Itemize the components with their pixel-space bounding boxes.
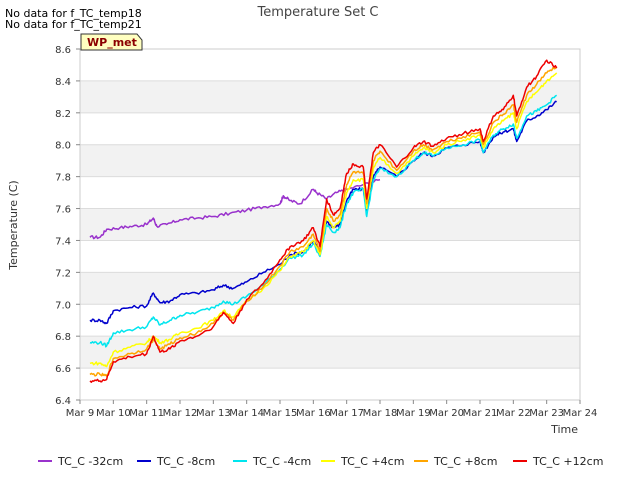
grid-band (80, 80, 580, 113)
chart-title: Temperature Set C (256, 5, 378, 20)
x-tick-label: Mar 10 (96, 408, 131, 419)
x-tick-label: Mar 24 (563, 408, 598, 419)
series-line-4 (89, 72, 558, 368)
x-tick-label: Mar 11 (129, 408, 164, 419)
plot-frame (79, 48, 581, 401)
x-axis-label: Time (550, 423, 578, 436)
legend-label: TC_C -8cm (156, 455, 215, 468)
y-tick-label: 8.0 (55, 141, 71, 152)
x-tick-label: Mar 12 (163, 408, 198, 419)
grid-band (80, 144, 580, 177)
series-line-1 (89, 178, 381, 240)
no-data-note-1: No data for f_TC_temp18 (5, 7, 142, 20)
series-line-5 (89, 66, 558, 377)
x-tick-label: Mar 15 (263, 408, 298, 419)
series-line-2 (89, 100, 557, 325)
x-tick-label: Mar 22 (496, 408, 531, 419)
x-tick-label: Mar 19 (396, 408, 431, 419)
series-line-3 (89, 94, 558, 348)
series-line-6 (89, 59, 558, 383)
legend-label: TC_C +12cm (532, 455, 603, 468)
legend-label: TC_C -4cm (252, 455, 311, 468)
y-tick-label: 6.8 (55, 332, 71, 343)
y-tick-label: 8.2 (55, 109, 71, 120)
x-tick-label: Mar 21 (463, 408, 498, 419)
x-tick-label: Mar 20 (429, 408, 464, 419)
y-tick-label: 7.6 (55, 205, 71, 216)
legend-label: TC_C +8cm (433, 455, 497, 468)
x-tick-label: Mar 18 (363, 408, 398, 419)
no-data-note-2: No data for f_TC_temp21 (5, 18, 142, 31)
legend-label: TC_C -32cm (57, 455, 123, 468)
y-tick-label: 6.6 (55, 364, 71, 375)
y-tick-label: 6.4 (55, 396, 71, 407)
x-tick-label: Mar 16 (296, 408, 331, 419)
y-tick-label: 7.8 (55, 173, 71, 184)
x-tick-label: Mar 9 (66, 408, 94, 419)
y-tick-label: 8.4 (55, 77, 71, 88)
x-tick-label: Mar 14 (229, 408, 264, 419)
y-tick-label: 8.6 (55, 45, 71, 56)
x-tick-label: Mar 13 (196, 408, 231, 419)
x-tick-label: Mar 23 (529, 408, 564, 419)
wp-met-badge-box (80, 33, 143, 51)
y-tick-label: 7.4 (55, 236, 71, 247)
y-tick-label: 7.0 (55, 300, 71, 311)
legend-label: TC_C +4cm (340, 455, 404, 468)
y-tick-label: 7.2 (55, 268, 71, 279)
grid-band (80, 272, 580, 305)
wp-met-badge: WP_met (87, 36, 137, 49)
y-axis-label: Temperature (C) (7, 180, 20, 270)
x-tick-label: Mar 17 (329, 408, 364, 419)
